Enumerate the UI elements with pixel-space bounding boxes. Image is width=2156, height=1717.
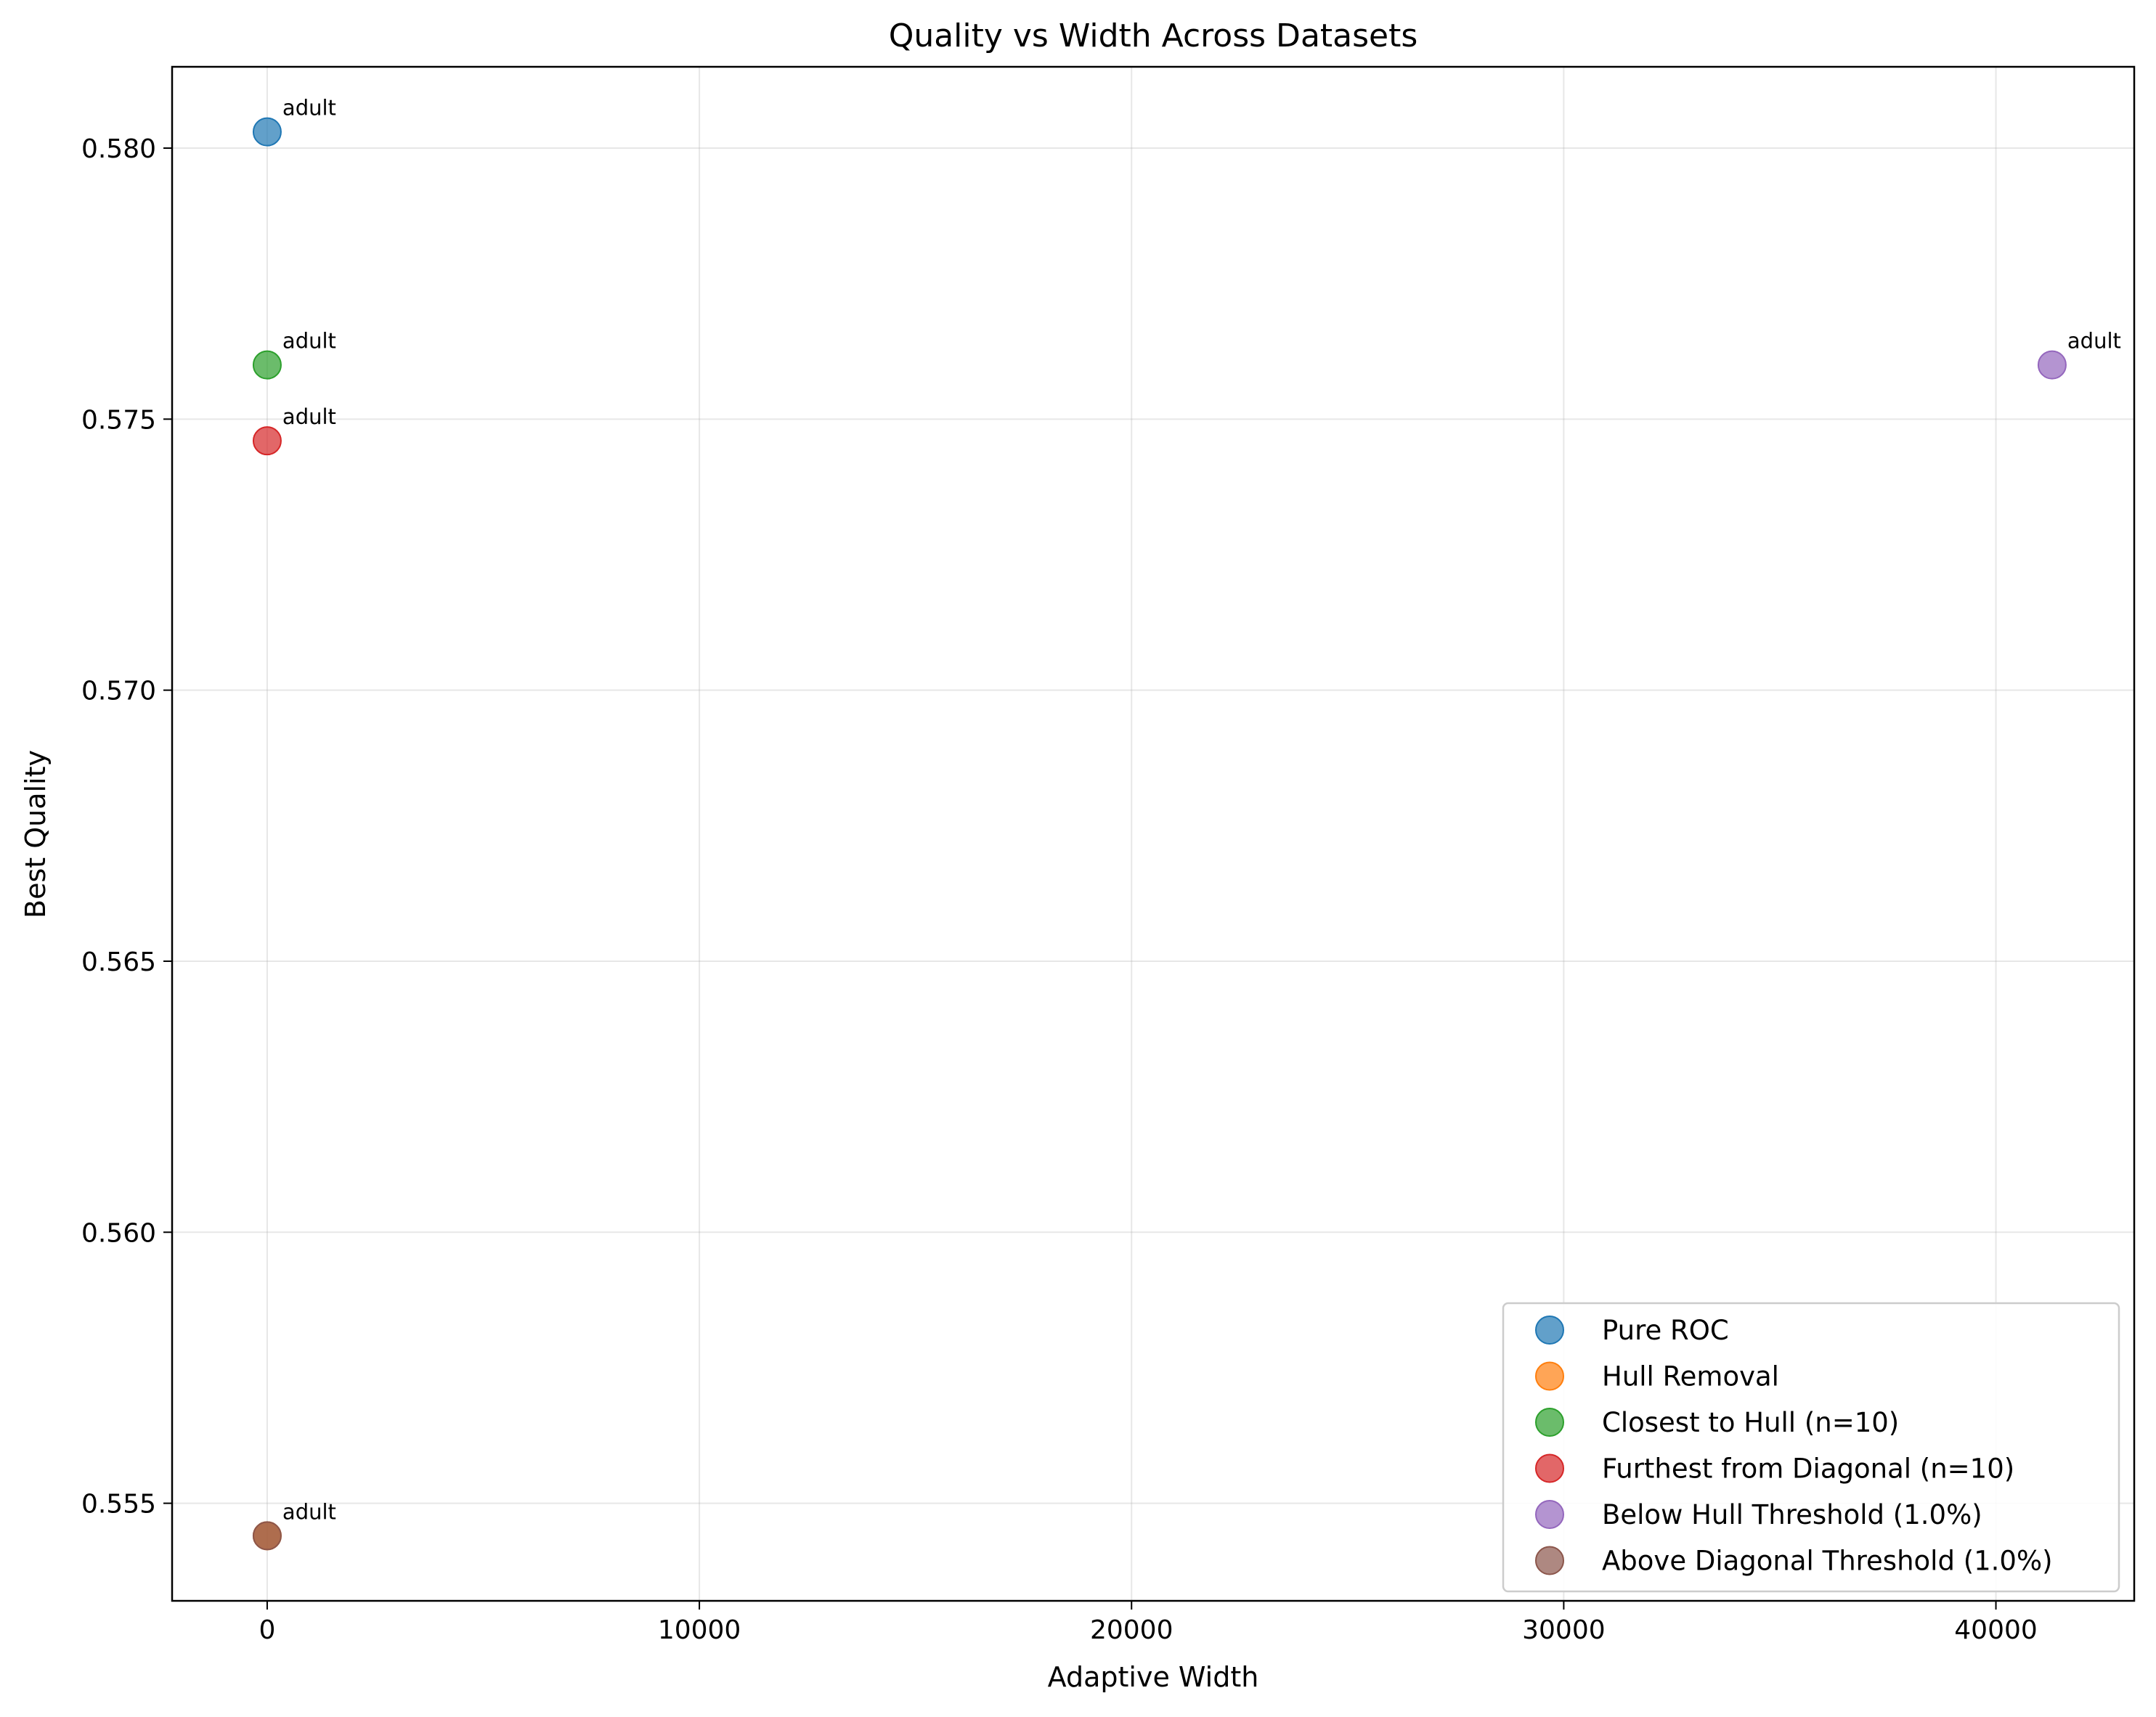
x-tick-label: 20000 — [1090, 1615, 1173, 1645]
data-point — [252, 117, 282, 147]
x-tick-label: 0 — [259, 1615, 275, 1645]
point-annotation: adult — [282, 1499, 336, 1524]
legend-marker — [1535, 1361, 1564, 1391]
data-points: adult adult adult adult adult — [252, 96, 2121, 1551]
y-tick-label: 0.580 — [81, 134, 156, 164]
legend-marker — [1535, 1453, 1564, 1483]
legend-marker — [1535, 1500, 1564, 1529]
axis-ticks: 0 10000 20000 30000 40000 0.555 0.560 0.565 0.57… — [81, 134, 2038, 1645]
y-tick-label: 0.555 — [81, 1490, 156, 1520]
legend-entry-label: Furthest from Diagonal (n=10) — [1602, 1453, 2014, 1485]
legend-entry-label: Hull Removal — [1602, 1361, 1779, 1392]
data-point — [252, 426, 282, 456]
x-tick-label: 30000 — [1522, 1615, 1606, 1645]
legend: Pure ROC Hull Removal Closest to Hull (n=1… — [1502, 1302, 2120, 1593]
data-point — [2037, 350, 2067, 380]
data-point — [252, 350, 282, 380]
legend-entry-label: Below Hull Threshold (1.0%) — [1602, 1499, 1982, 1530]
legend-entry-label: Above Diagonal Threshold (1.0%) — [1602, 1546, 2053, 1577]
legend-box — [1502, 1302, 2120, 1593]
y-tick-label: 0.575 — [81, 405, 156, 435]
y-tick-label: 0.560 — [81, 1218, 156, 1248]
x-axis-label: Adaptive Width — [1048, 1661, 1259, 1693]
plot-frame — [171, 65, 2136, 1602]
legend-marker — [1535, 1546, 1564, 1575]
point-annotation: adult — [2067, 329, 2121, 354]
data-point — [252, 1521, 282, 1551]
legend-entry-label: Pure ROC — [1602, 1315, 1729, 1346]
chart-title: Quality vs Width Across Datasets — [889, 17, 1418, 54]
legend-marker — [1535, 1408, 1564, 1437]
legend-marker — [1535, 1316, 1564, 1345]
x-tick-label: 40000 — [1954, 1615, 2038, 1645]
grid — [172, 67, 2134, 1601]
y-axis-label: Best Quality — [20, 750, 52, 918]
y-tick-label: 0.565 — [81, 947, 156, 977]
legend-entry-label: Closest to Hull (n=10) — [1602, 1407, 1899, 1438]
point-annotation: adult — [282, 329, 336, 354]
y-tick-label: 0.570 — [81, 677, 156, 706]
x-tick-label: 10000 — [658, 1615, 741, 1645]
point-annotation: adult — [282, 96, 336, 121]
point-annotation: adult — [282, 404, 336, 429]
